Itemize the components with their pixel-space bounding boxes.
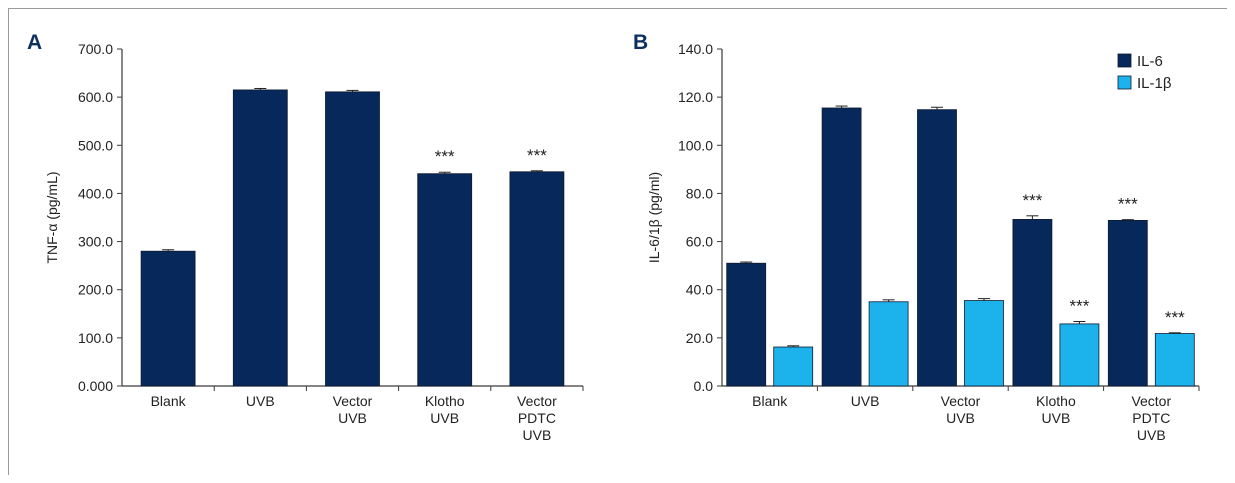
- chart1-bar: [325, 91, 380, 387]
- figure-frame: [8, 8, 1227, 475]
- chart2-legend-swatch-il1b: [1117, 75, 1132, 90]
- chart1-bar: [417, 173, 473, 387]
- chart2-y-tick-label: 100.0: [678, 137, 713, 153]
- chart2-bar: [1059, 323, 1100, 387]
- chart2-y-tick-label: 140.0: [678, 41, 713, 57]
- panel-label-b: B: [633, 31, 649, 54]
- chart1-y-tick-label: 300.0: [78, 234, 113, 250]
- chart2-y-tick-label: 120.0: [678, 89, 713, 105]
- chart2-significance-label: ***: [1022, 191, 1042, 210]
- chart1-x-tick-label: Vector UVB: [333, 393, 373, 426]
- chart1-bar: [232, 89, 288, 387]
- chart2-x-tick-label: UVB: [851, 393, 880, 409]
- panel-label-a: A: [27, 31, 43, 54]
- chart1-y-tick-label: 700.0: [78, 41, 113, 57]
- chart1-y-axis-label: TNF-α (pg/mL): [44, 171, 60, 263]
- chart2-y-tick-label: 60.0: [686, 234, 713, 250]
- chart2-bar: [1107, 219, 1148, 387]
- chart2-bar: [868, 301, 909, 387]
- chart2-significance-label: ***: [1118, 195, 1138, 214]
- chart1-y-tick-label: 0.000: [78, 378, 113, 394]
- chart2-y-tick-label: 80.0: [686, 185, 713, 201]
- chart2-bar: [726, 262, 767, 387]
- chart1-x-tick-label: Klotho UVB: [425, 393, 465, 426]
- chart1-y-tick-label: 400.0: [78, 185, 113, 201]
- chart2-bar: [964, 300, 1004, 387]
- chart2-x-tick-label: Vector UVB: [941, 393, 981, 426]
- chart1-x-tick-label: UVB: [246, 393, 275, 409]
- chart1-bar: [509, 171, 565, 387]
- chart2-legend-swatch-il6: [1117, 53, 1132, 68]
- chart1-x-tick-label: Blank: [151, 393, 187, 409]
- chart1-x-tick-label: Vector PDTC UVB: [517, 393, 557, 443]
- chart2-y-axis-label: IL-6/1β (pg/ml): [646, 172, 662, 263]
- chart2-x-tick-label: Blank: [752, 393, 788, 409]
- chart1-y-tick-label: 200.0: [78, 282, 113, 298]
- chart1-y-tick-label: 500.0: [78, 137, 113, 153]
- chart2-bar: [1012, 219, 1053, 387]
- chart1-significance-label: ***: [435, 147, 455, 166]
- chart2-y-tick-label: 0.0: [694, 378, 714, 394]
- chart2-y-tick-label: 40.0: [686, 282, 713, 298]
- chart2-bar: [821, 107, 862, 387]
- chart2-significance-label: ***: [1069, 296, 1089, 315]
- chart2-bar: [773, 346, 814, 387]
- chart1-significance-label: ***: [527, 146, 547, 165]
- chart2-x-tick-label: Vector PDTC UVB: [1131, 393, 1171, 443]
- chart2-significance-label: ***: [1165, 308, 1185, 327]
- chart1-bar: [140, 250, 196, 387]
- chart2-bar: [917, 109, 957, 387]
- chart2-y-tick-label: 20.0: [686, 330, 713, 346]
- chart2-legend-label-il1b: IL-1β: [1137, 75, 1172, 92]
- chart1-y-tick-label: 100.0: [78, 330, 113, 346]
- chart2-bar: [1154, 333, 1195, 387]
- chart2-legend-label-il6: IL-6: [1137, 53, 1163, 70]
- chart2-x-tick-label: Klotho UVB: [1036, 393, 1076, 426]
- chart1-y-tick-label: 600.0: [78, 89, 113, 105]
